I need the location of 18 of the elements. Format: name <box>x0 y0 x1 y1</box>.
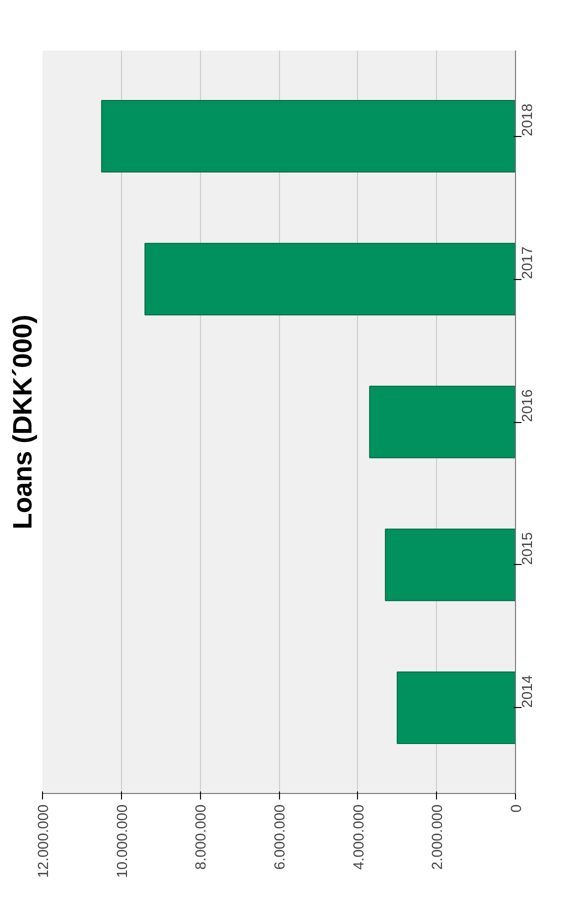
x-tick-label: 8.000.000 <box>194 804 210 870</box>
y-tick-label: 2014 <box>520 675 536 708</box>
bar <box>369 386 516 458</box>
x-tick-label: 4.000.000 <box>351 804 368 870</box>
y-tick-label: 2015 <box>520 532 536 565</box>
x-tick-label: 2.000.000 <box>430 804 446 870</box>
y-tick-label: 2016 <box>520 389 536 422</box>
bar <box>144 242 516 316</box>
text: Loans (DKK´000) <box>8 314 38 530</box>
x-tick-label: 6.000.000 <box>272 804 288 870</box>
bar <box>384 528 516 602</box>
bar <box>101 100 516 172</box>
bar <box>396 672 516 744</box>
y-tick-label: 2017 <box>520 246 536 280</box>
y-tick-label: 2018 <box>520 104 536 136</box>
x-tick-label: 0 <box>509 804 525 813</box>
x-tick-label: 10.000.000 <box>114 804 131 878</box>
x-tick-label: 12.000.000 <box>36 804 52 878</box>
